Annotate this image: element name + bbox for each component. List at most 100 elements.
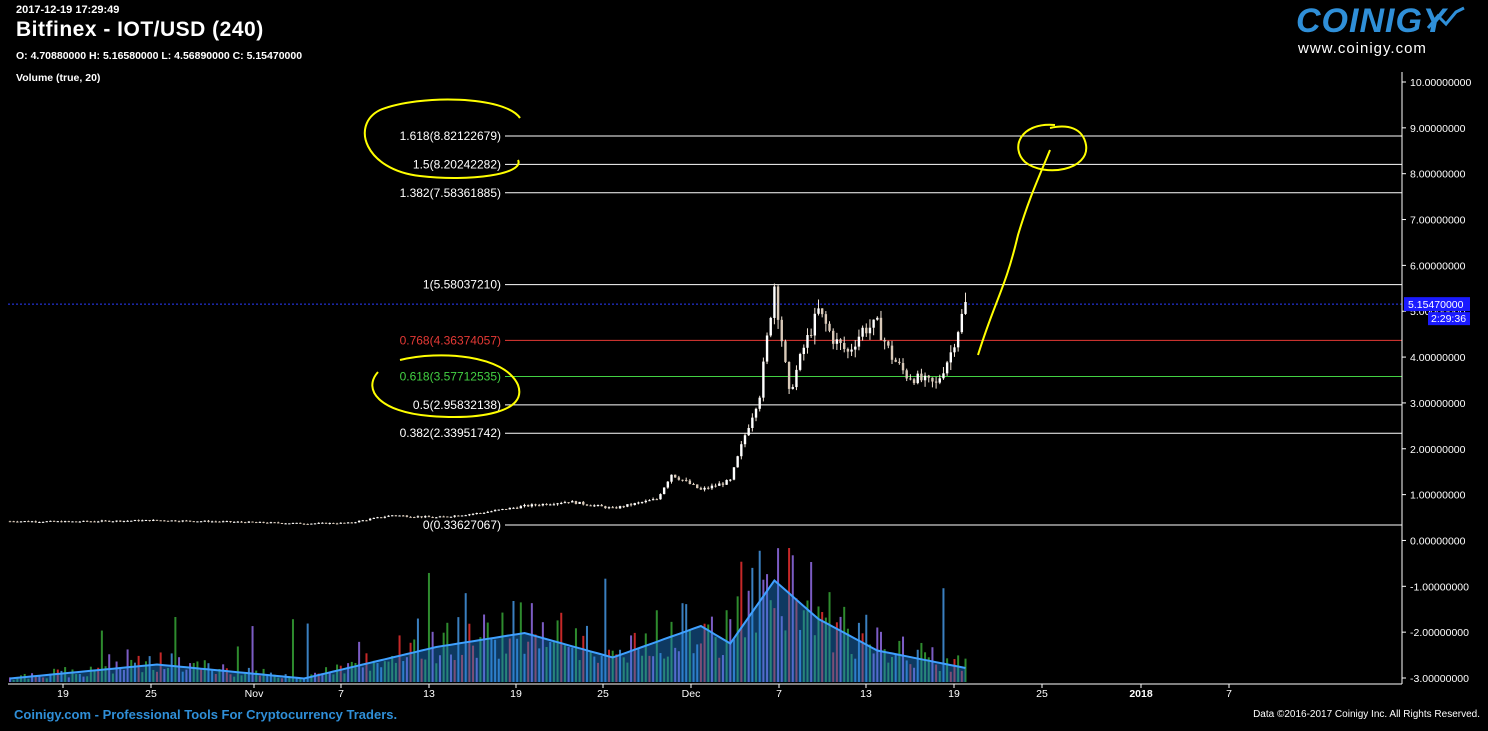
footer-tagline[interactable]: Coinigy.com - Professional Tools For Cry… <box>14 707 398 722</box>
candle-body <box>835 339 839 344</box>
volume-bar <box>20 675 23 682</box>
volume-bar <box>560 612 563 682</box>
volume-bar <box>644 633 647 682</box>
candle-body <box>890 345 894 360</box>
volume-bar <box>358 641 361 682</box>
volume-bar <box>828 592 831 682</box>
annotation-circle-bottom <box>371 354 521 418</box>
x-tick-label: Dec <box>682 688 701 700</box>
candle-body <box>545 503 548 505</box>
volume-bar <box>222 664 225 682</box>
candle-body <box>144 519 148 521</box>
volume-bar <box>854 658 857 682</box>
candle-body <box>549 504 552 506</box>
volume-bar <box>505 653 508 682</box>
volume-bar <box>839 616 842 682</box>
last-price-label: 5.15470000 <box>1408 299 1464 311</box>
volume-bar <box>541 622 544 682</box>
volume-bar <box>464 593 467 682</box>
candle-body <box>747 427 750 436</box>
candle-body <box>159 520 162 522</box>
candle-body <box>449 516 453 518</box>
volume-bar <box>674 647 677 682</box>
fib-label: 0(0.33627067) <box>423 518 501 532</box>
y-tick-label: -3.00000000 <box>1410 673 1469 685</box>
volume-bar <box>266 675 269 682</box>
candle-body <box>868 327 872 334</box>
candle-body <box>63 521 67 523</box>
volume-bar <box>438 655 441 682</box>
volume-bar <box>450 654 452 682</box>
candle-body <box>798 354 802 370</box>
volume-bar <box>148 656 151 682</box>
candle-body <box>960 313 964 333</box>
candle-body <box>244 522 247 524</box>
volume-bar <box>663 658 666 682</box>
candle-body <box>563 502 567 504</box>
candle-body <box>945 362 949 374</box>
volume-bar <box>725 610 728 682</box>
volume-bar <box>563 645 566 682</box>
candle-body <box>38 521 41 523</box>
volume-bar <box>630 635 633 682</box>
annotation-circle-top <box>363 98 521 179</box>
volume-bar <box>347 663 350 682</box>
volume-bar <box>167 667 170 682</box>
candle-body <box>887 341 890 346</box>
candle-body <box>578 501 581 504</box>
volume-bar <box>729 619 732 682</box>
candle-body <box>820 308 824 315</box>
volume-bar <box>398 635 401 682</box>
volume-bar <box>891 656 893 682</box>
volume-bar <box>383 661 386 682</box>
candle-body <box>74 521 78 523</box>
volume-bar <box>512 600 515 682</box>
candle-body <box>457 515 460 517</box>
candle-body <box>166 520 170 522</box>
candle-body <box>67 521 70 523</box>
volume-bar <box>608 649 611 682</box>
volume-bar <box>755 632 758 682</box>
volume-bar <box>100 630 103 682</box>
volume-bar <box>766 574 769 682</box>
coinigy-logo[interactable]: COINIGY www.coinigy.com <box>1296 2 1466 58</box>
volume-bar <box>843 606 846 682</box>
volume-bar <box>508 638 511 682</box>
volume-bar <box>163 669 166 682</box>
candle-body <box>541 503 545 506</box>
candle-body <box>266 522 269 524</box>
volume-bar <box>86 676 89 682</box>
candle-body <box>585 504 589 506</box>
candle-body <box>523 504 526 507</box>
x-tick-label: 19 <box>510 688 522 700</box>
candle-body <box>791 387 794 389</box>
candle-body <box>927 375 930 378</box>
volume-bar <box>170 653 173 682</box>
candle-body <box>920 373 923 381</box>
candle-body <box>508 507 511 510</box>
candle-body <box>607 507 611 509</box>
fib-levels: 1.618(8.82122679) 1.5(8.20242282) 1.382(7.… <box>8 129 1402 532</box>
candle-body <box>512 507 515 509</box>
volume-bar <box>310 674 313 682</box>
volume-bar <box>769 600 772 682</box>
volume-bar <box>788 548 791 682</box>
candle-body <box>894 359 897 362</box>
candle-body <box>721 483 725 485</box>
volume-bar <box>655 610 658 682</box>
candle-body <box>365 520 368 522</box>
volume-bar <box>200 668 203 682</box>
volume-bar <box>435 663 438 682</box>
candle-body <box>552 504 556 506</box>
candle-body <box>361 520 364 522</box>
candle-body <box>662 487 666 495</box>
candle-body <box>710 485 714 489</box>
candle-body <box>460 515 464 517</box>
volume-bar <box>174 616 177 682</box>
volume-bar <box>291 619 294 682</box>
candle-body <box>773 286 776 318</box>
candle-body <box>60 521 63 523</box>
volume-bar <box>60 670 63 682</box>
candle-body <box>953 347 956 353</box>
